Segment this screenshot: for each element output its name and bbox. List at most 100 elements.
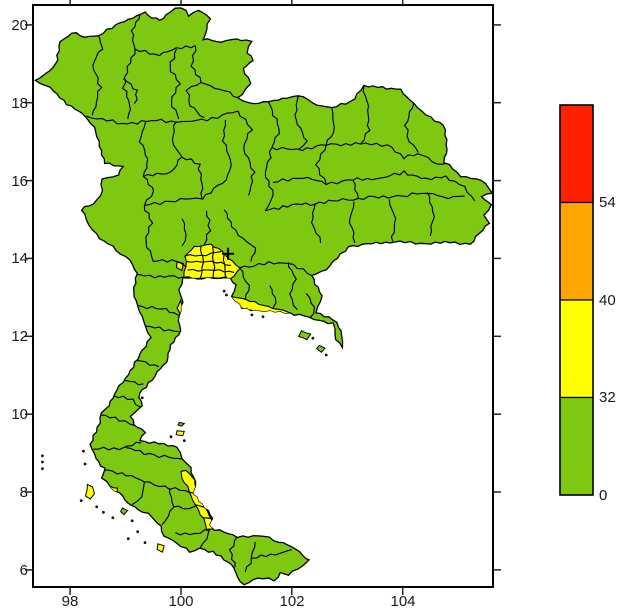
colorbar-label-32: 32 <box>599 389 616 406</box>
province-border <box>239 267 251 300</box>
province-border <box>348 201 356 244</box>
province-border <box>181 156 203 184</box>
province-border <box>352 179 359 200</box>
y-tick-label: 10 <box>11 406 28 423</box>
province-border <box>190 45 202 83</box>
x-tick-label: 100 <box>168 593 193 610</box>
province-border <box>314 144 327 184</box>
province-border <box>200 81 239 99</box>
small-island-speck <box>324 353 328 357</box>
province-border <box>305 293 316 319</box>
province-border <box>121 48 136 120</box>
colorbar-legend: 54 40 32 0 <box>559 104 616 504</box>
small-island-speck <box>261 315 265 319</box>
province-border <box>212 246 216 278</box>
y-tick-label: 6 <box>20 562 28 579</box>
small-island-speck <box>143 541 147 544</box>
province-border <box>138 122 149 177</box>
province-border <box>125 447 184 460</box>
province-border <box>239 261 313 277</box>
province-borders <box>85 13 476 572</box>
province-border <box>272 170 447 186</box>
cross-marker <box>222 247 235 260</box>
island-tarutao <box>156 543 165 553</box>
y-axis-labels: 20 18 16 14 12 10 8 6 <box>11 17 28 579</box>
small-island-speck <box>311 336 315 340</box>
province-border <box>403 103 419 153</box>
province-border <box>388 199 397 242</box>
province-border <box>310 203 322 243</box>
small-island-speck <box>140 396 144 400</box>
province-border <box>200 183 204 199</box>
province-border <box>194 503 205 509</box>
province-border <box>287 262 298 311</box>
small-island-speck <box>130 519 134 523</box>
province-border <box>143 156 183 178</box>
province-border <box>269 285 277 309</box>
province-border <box>237 110 256 196</box>
province-border <box>103 469 145 483</box>
province-border <box>251 549 292 559</box>
province-border <box>153 259 187 268</box>
colorbar-segment-orange <box>559 201 594 301</box>
y-tick-label: 12 <box>11 328 28 345</box>
province-border <box>222 254 227 279</box>
x-axis-labels: 98 100 102 104 <box>62 593 416 610</box>
province-border <box>325 107 335 145</box>
small-island-speck <box>126 537 130 541</box>
island-kochang <box>298 330 312 341</box>
province-border <box>93 441 142 451</box>
colorbar-segment-green <box>559 396 594 496</box>
province-border <box>134 44 196 57</box>
small-island-speck <box>136 530 140 534</box>
small-island-speck <box>41 460 44 464</box>
province-border <box>360 86 371 145</box>
province-border <box>100 414 136 427</box>
province-border <box>228 536 238 568</box>
small-island-speck <box>225 293 228 297</box>
province-border <box>199 245 205 279</box>
colorbar-label-40: 40 <box>599 292 616 309</box>
island-samui <box>175 430 185 437</box>
x-tick-label: 102 <box>279 593 304 610</box>
small-island-speck <box>102 510 105 514</box>
province-border <box>445 175 476 202</box>
province-border <box>173 505 197 510</box>
small-island-speck <box>82 449 85 453</box>
province-border <box>187 268 235 273</box>
province-border <box>264 147 274 212</box>
province-border <box>131 481 145 505</box>
province-border <box>386 144 447 165</box>
small-island-speck <box>41 467 44 471</box>
province-border <box>185 82 205 119</box>
province-border <box>298 140 308 150</box>
province-border <box>169 48 182 120</box>
tick-marks <box>25 0 501 595</box>
province-border <box>134 274 184 279</box>
y-tick-label: 16 <box>11 173 28 190</box>
island-phangan <box>177 421 186 427</box>
small-island-speck <box>169 435 173 439</box>
province-border <box>122 78 139 104</box>
province-border <box>186 260 231 266</box>
small-island-speck <box>250 313 254 317</box>
province-border <box>171 121 183 158</box>
colorbar-label-0: 0 <box>599 487 607 504</box>
y-tick-label: 14 <box>11 250 28 267</box>
province-border <box>85 110 239 125</box>
small-island-speck <box>41 454 44 458</box>
small-island-speck <box>79 499 83 502</box>
colorbar-frame <box>559 104 594 496</box>
province-border <box>175 528 210 536</box>
province-border <box>133 304 179 316</box>
province-border <box>144 481 190 493</box>
y-tick-label: 8 <box>20 484 28 501</box>
province-border <box>143 205 154 262</box>
plot-frame <box>32 4 494 588</box>
small-island-speck <box>182 439 186 442</box>
small-island-speck <box>83 462 87 466</box>
province-border <box>113 394 141 408</box>
province-border <box>223 209 244 239</box>
province-border <box>136 359 160 368</box>
